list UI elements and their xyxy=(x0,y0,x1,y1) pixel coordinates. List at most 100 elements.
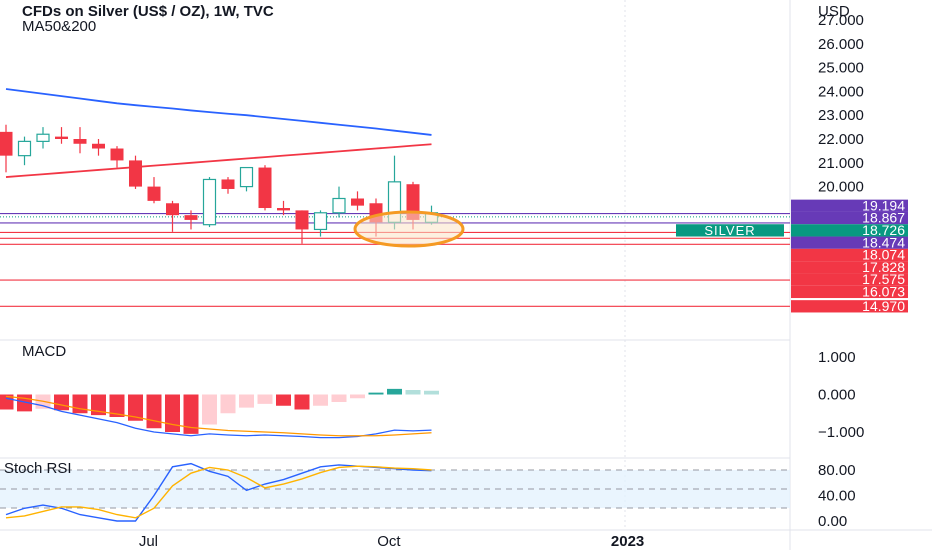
candle-8 xyxy=(147,177,161,204)
candle-body xyxy=(110,148,124,161)
stoch-rsi-d-line xyxy=(5,465,432,519)
candle-16 xyxy=(295,210,309,244)
candle-body xyxy=(351,198,364,206)
price-badge-value: 18.074 xyxy=(862,247,905,263)
price-tick-label: 20.000 xyxy=(818,179,864,196)
macd-histogram-bar-23 xyxy=(424,390,439,395)
highlight-ellipse xyxy=(353,210,465,248)
macd-histogram-bar-22 xyxy=(405,390,421,395)
candle-body xyxy=(332,197,346,214)
price-tick-label: 23.000 xyxy=(818,107,864,124)
price-badge-bg xyxy=(791,261,908,274)
candle-6 xyxy=(110,146,124,168)
symbol-tag: SILVER xyxy=(704,223,755,238)
price-badge-bg xyxy=(791,248,908,262)
macd-histogram-bar-16 xyxy=(294,394,310,410)
price-badge-0: 19.194 xyxy=(791,197,908,213)
macd-histogram-bar-9 xyxy=(165,394,180,432)
candle-2 xyxy=(36,127,50,149)
candle-body xyxy=(166,203,179,216)
price-badge-2: 18.726 SILVER xyxy=(676,222,908,238)
candle-body xyxy=(0,131,13,156)
time-tick-label: Oct xyxy=(377,533,401,550)
candle-body xyxy=(73,139,87,144)
macd-histogram-bar-4 xyxy=(72,394,88,414)
macd-histogram-bar-12 xyxy=(220,394,236,414)
price-badge-3: 18.474 xyxy=(791,234,908,250)
candle-body xyxy=(239,166,254,188)
price-badge-7: 16.073 xyxy=(791,284,908,300)
price-tick-label: 26.000 xyxy=(818,36,864,53)
candle-body xyxy=(221,179,235,189)
macd-histogram-bar-15 xyxy=(276,394,291,406)
stoch-rsi-tick-label: 0.00 xyxy=(818,513,847,530)
candle-body xyxy=(184,215,198,220)
macd-histogram-bar-14 xyxy=(257,394,273,404)
macd-histogram-bar-17 xyxy=(313,394,328,406)
macd-histogram-bar-10 xyxy=(183,394,199,434)
macd-histogram-bar-19 xyxy=(350,394,365,399)
price-badge-8: 14.970 xyxy=(791,298,908,314)
price-badge-6: 17.575 xyxy=(791,271,908,287)
candle-17 xyxy=(313,210,328,237)
time-tick-label: Jul xyxy=(139,533,158,550)
ma50-line xyxy=(5,143,432,178)
stoch-rsi-band xyxy=(0,470,790,508)
price-tick-label: 22.000 xyxy=(818,131,864,148)
macd-tick-label: 1.000 xyxy=(818,349,856,366)
ma200-line xyxy=(5,88,432,136)
price-badge-bg xyxy=(791,236,908,249)
price-badge-4: 18.074 xyxy=(791,247,908,263)
price-tick-label: 24.000 xyxy=(818,83,864,100)
candle-body xyxy=(17,140,32,157)
macd-histogram-bar-20 xyxy=(368,392,384,395)
signal-line xyxy=(5,395,432,437)
candle-12 xyxy=(221,177,235,194)
candle-18 xyxy=(332,186,346,218)
candle-10 xyxy=(184,210,198,230)
stoch-rsi-tick-label: 40.00 xyxy=(818,488,856,505)
candle-body xyxy=(277,208,290,211)
macd-histogram-bar-0 xyxy=(0,394,14,410)
price-badge-value: 18.726 xyxy=(862,222,905,238)
price-badge-1: 18.867 xyxy=(791,210,908,226)
candle-body xyxy=(129,160,142,187)
candle-3 xyxy=(55,127,68,144)
candle-13 xyxy=(239,166,254,192)
candle-body xyxy=(147,186,161,201)
candle-5 xyxy=(92,139,105,156)
price-badge-5: 17.828 xyxy=(791,259,908,275)
candle-body xyxy=(36,133,50,142)
price-badge-value: 17.828 xyxy=(862,259,905,275)
macd-histogram-bar-8 xyxy=(146,394,162,429)
candle-4 xyxy=(73,127,87,154)
price-badge-value: 17.575 xyxy=(862,271,905,287)
candle-body xyxy=(295,210,309,230)
macd-histogram-bar-18 xyxy=(331,394,347,402)
candle-7 xyxy=(129,155,142,189)
symbol-tag-bg xyxy=(676,224,784,237)
time-tick-label: 2023 xyxy=(611,533,644,550)
candle-14 xyxy=(258,165,272,211)
macd-histogram-bar-6 xyxy=(109,394,125,417)
stoch-rsi-tick-label: 80.00 xyxy=(818,462,856,479)
chart-title: CFDs on Silver (US$ / OZ), 1W, TVC xyxy=(22,3,274,20)
price-badge-value: 16.073 xyxy=(862,284,905,300)
price-tick-label: 27.000 xyxy=(818,12,864,29)
price-badge-value: 14.970 xyxy=(862,298,905,314)
candle-15 xyxy=(277,200,290,216)
candle-19 xyxy=(351,191,364,211)
price-tick-label: 25.000 xyxy=(818,60,864,77)
price-badge-value: 18.474 xyxy=(862,234,905,250)
price-badge-bg xyxy=(791,285,908,299)
price-badge-bg xyxy=(791,273,908,286)
stoch-rsi-pane-title: Stoch RSI xyxy=(4,460,72,477)
currency-label: USD xyxy=(818,3,850,20)
macd-tick-label: 0.000 xyxy=(818,387,856,404)
candle-body xyxy=(313,212,328,231)
candle-body xyxy=(202,178,217,226)
price-badge-bg xyxy=(791,224,908,237)
price-tick-label: 21.000 xyxy=(818,155,864,172)
candle-9 xyxy=(166,200,179,232)
